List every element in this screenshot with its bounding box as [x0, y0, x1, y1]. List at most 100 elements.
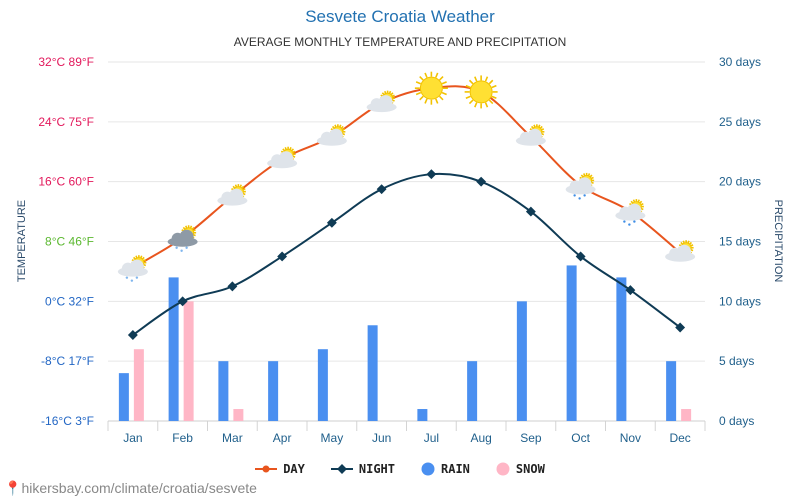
legend-day[interactable]: DAY: [255, 462, 305, 476]
sun-icon-ray: [538, 124, 541, 128]
chart-legend: DAY NIGHT RAIN SNOW: [0, 462, 800, 476]
sun-icon-ray: [392, 94, 395, 97]
sun-icon-ray: [587, 173, 591, 176]
sun-icon-ray: [419, 75, 424, 81]
sun-icon-ray: [384, 90, 387, 94]
legend-night-swatch: [330, 464, 353, 474]
sun-icon-ray: [640, 207, 644, 211]
cloud-icon-puff: [677, 244, 692, 259]
snow-bar: [133, 349, 144, 421]
sun-icon-ray: [142, 256, 145, 260]
sun-icon-ray: [484, 102, 489, 108]
right-tick-label: 15 days: [719, 235, 761, 249]
sun-icon-ray: [640, 202, 644, 206]
x-tick-label: Apr: [273, 431, 292, 445]
sun-icon-ray: [419, 95, 424, 101]
x-tick-label: Oct: [571, 431, 590, 445]
weather-icon-cloud-rain-sun: [615, 199, 646, 226]
axis-ticks: 32°C 89°F 24°C 75°F 16°C 60°F 8°C 46°F 0°C 3…: [38, 55, 761, 445]
sun-icon-ray: [292, 150, 296, 153]
legend-snow-swatch: [496, 462, 510, 476]
chart-subtitle: AVERAGE MONTHLY TEMPERATURE AND PRECIPIT…: [233, 35, 567, 49]
sun-icon-ray: [232, 185, 236, 189]
sun-icon-ray: [435, 98, 439, 104]
precip-drop: [633, 220, 636, 223]
sun-icon-ray: [133, 256, 136, 260]
cloud-icon-puff: [229, 188, 244, 203]
legend-night[interactable]: NIGHT: [330, 462, 395, 476]
sun-icon-ray: [289, 146, 292, 150]
cloud-icon-puff: [279, 151, 294, 166]
x-tick-label: Jun: [372, 431, 391, 445]
sun-icon-ray: [488, 99, 494, 105]
weather-icon-cloud-snow-sun: [167, 225, 198, 252]
sun-icon-ray: [390, 92, 394, 95]
weather-icon-partly-cloudy: [515, 124, 546, 146]
sun-icon-ray: [591, 176, 594, 180]
cloud-icon-puff: [627, 203, 642, 218]
precip-drop: [135, 276, 139, 279]
sun-icon-ray: [143, 263, 147, 267]
left-axis-title: TEMPERATURE: [16, 200, 28, 282]
bar-series: [118, 265, 692, 421]
sun-icon-ray: [474, 76, 478, 82]
legend-day-label: DAY: [283, 462, 305, 476]
rain-bar: [317, 349, 328, 421]
left-tick-label: 32°C 89°F: [38, 55, 94, 69]
rain-bar: [516, 301, 527, 421]
precip-drop: [130, 279, 134, 282]
precip-drop: [578, 197, 581, 200]
source-watermark[interactable]: 📍hikersbay.com/climate/croatia/sesvete: [4, 480, 257, 496]
sun-icon-ray: [591, 181, 594, 185]
sun-icon-ray: [531, 125, 534, 129]
sun-icon-ray: [468, 99, 474, 105]
sun-icon-ray: [637, 199, 640, 203]
sun-icon-ray: [140, 255, 143, 259]
sun-icon-ray: [342, 128, 346, 131]
snow-bar: [681, 409, 692, 421]
rain-bar: [417, 409, 428, 421]
precip-drop: [175, 246, 178, 249]
sun-icon-ray: [242, 192, 246, 196]
left-tick-label: 8°C 46°F: [45, 235, 94, 249]
weather-icons: [117, 71, 696, 282]
rain-bar: [268, 361, 279, 421]
sun-icon-ray: [191, 226, 195, 230]
legend-rain-label: RAIN: [441, 462, 470, 476]
sun-icon-ray: [468, 79, 474, 85]
x-tick-label: Jul: [424, 431, 439, 445]
cloud-icon-puff: [577, 177, 592, 192]
sun-icon-ray: [438, 75, 444, 81]
sun-icon-ray: [182, 226, 186, 230]
sun-icon-ray: [241, 185, 245, 189]
legend-rain[interactable]: RAIN: [421, 462, 470, 476]
sun-icon-ray: [465, 95, 471, 99]
legend-snow[interactable]: SNOW: [496, 462, 545, 476]
sun-icon-ray: [388, 90, 392, 94]
right-tick-label: 5 days: [719, 354, 754, 368]
sun-icon-disc: [419, 76, 443, 100]
x-tick-label: Dec: [669, 431, 690, 445]
cloud-icon-puff: [129, 259, 144, 274]
night-point: [127, 330, 138, 340]
sun-icon-ray: [541, 133, 545, 136]
sun-icon-ray: [291, 148, 294, 152]
sun-icon-ray: [189, 225, 193, 229]
sun-icon-ray: [193, 234, 196, 237]
rain-bar: [616, 277, 627, 421]
right-axis-title: PRECIPITATION: [772, 200, 784, 283]
night-point: [376, 184, 387, 195]
weather-icon-partly-cloudy: [366, 90, 397, 113]
night-point: [675, 322, 686, 333]
x-tick-label: Jan: [123, 431, 142, 445]
sun-icon-ray: [441, 81, 447, 85]
sun-icon-ray: [690, 244, 694, 247]
cloud-icon-puff: [328, 128, 343, 143]
sun-icon-ray: [488, 79, 494, 85]
sun-icon-ray: [284, 146, 287, 150]
sun-icon-ray: [632, 199, 636, 203]
sun-icon-ray: [292, 155, 296, 158]
sun-icon-ray: [689, 241, 692, 245]
line-series: [127, 85, 686, 340]
legend-snow-label: SNOW: [515, 462, 545, 476]
